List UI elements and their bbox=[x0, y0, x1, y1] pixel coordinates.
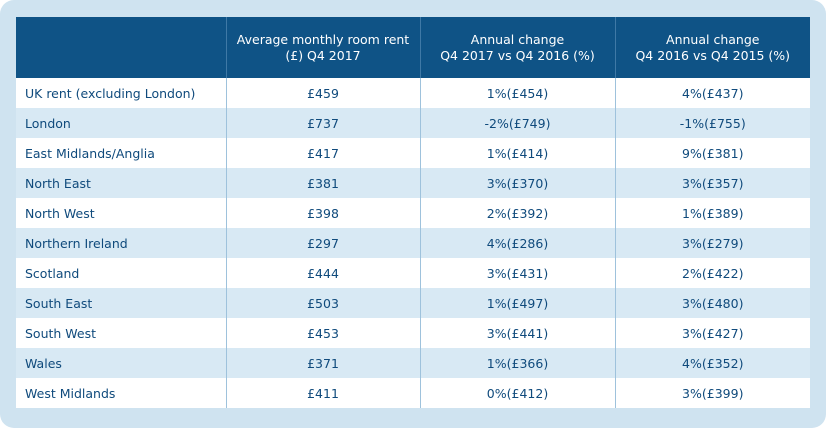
change-2017-cell: 1%(£366) bbox=[420, 348, 616, 378]
region-cell: UK rent (excluding London) bbox=[16, 78, 227, 108]
table-row: UK rent (excluding London) £459 1%(£454)… bbox=[16, 78, 810, 108]
change-2017-cell: 1%(£454) bbox=[420, 78, 616, 108]
rent-cell: £371 bbox=[226, 348, 421, 378]
header-change-2017-line2: Q4 2017 vs Q4 2016 (%) bbox=[440, 47, 595, 63]
table-row: East Midlands/Anglia £417 1%(£414) 9%(£3… bbox=[16, 138, 810, 168]
table-row: Scotland £444 3%(£431) 2%(£422) bbox=[16, 258, 810, 288]
region-cell: South West bbox=[16, 318, 227, 348]
change-2017-cell: -2%(£749) bbox=[420, 108, 616, 138]
change-2016-cell: 3%(£399) bbox=[615, 378, 810, 408]
table-row: London £737 -2%(£749) -1%(£755) bbox=[16, 108, 810, 138]
region-cell: Northern Ireland bbox=[16, 228, 227, 258]
rent-cell: £381 bbox=[226, 168, 421, 198]
change-2017-cell: 3%(£370) bbox=[420, 168, 616, 198]
change-2017-cell: 3%(£441) bbox=[420, 318, 616, 348]
change-2016-cell: 4%(£352) bbox=[615, 348, 810, 378]
change-2016-cell: 3%(£357) bbox=[615, 168, 810, 198]
change-2016-cell: 9%(£381) bbox=[615, 138, 810, 168]
change-2017-cell: 4%(£286) bbox=[420, 228, 616, 258]
table-row: West Midlands £411 0%(£412) 3%(£399) bbox=[16, 378, 810, 408]
change-2016-cell: 3%(£279) bbox=[615, 228, 810, 258]
header-change-2017: Annual change Q4 2017 vs Q4 2016 (%) bbox=[420, 17, 616, 78]
rent-cell: £297 bbox=[226, 228, 421, 258]
table-row: North East £381 3%(£370) 3%(£357) bbox=[16, 168, 810, 198]
rent-cell: £503 bbox=[226, 288, 421, 318]
table-row: North West £398 2%(£392) 1%(£389) bbox=[16, 198, 810, 228]
region-cell: London bbox=[16, 108, 227, 138]
table-row: Northern Ireland £297 4%(£286) 3%(£279) bbox=[16, 228, 810, 258]
rent-cell: £737 bbox=[226, 108, 421, 138]
rent-table: Average monthly room rent (£) Q4 2017 An… bbox=[16, 17, 810, 408]
change-2017-cell: 2%(£392) bbox=[420, 198, 616, 228]
header-average-rent-line1: Average monthly room rent bbox=[236, 31, 410, 47]
table-row: Wales £371 1%(£366) 4%(£352) bbox=[16, 348, 810, 378]
change-2017-cell: 1%(£414) bbox=[420, 138, 616, 168]
header-average-rent: Average monthly room rent (£) Q4 2017 bbox=[226, 17, 421, 78]
change-2016-cell: 3%(£480) bbox=[615, 288, 810, 318]
table-row: South West £453 3%(£441) 3%(£427) bbox=[16, 318, 810, 348]
header-change-2017-line1: Annual change bbox=[470, 31, 565, 47]
header-row: Average monthly room rent (£) Q4 2017 An… bbox=[16, 17, 810, 78]
region-cell: South East bbox=[16, 288, 227, 318]
rent-cell: £444 bbox=[226, 258, 421, 288]
header-change-2016-line1: Annual change bbox=[666, 31, 760, 47]
table-row: South East £503 1%(£497) 3%(£480) bbox=[16, 288, 810, 318]
region-cell: Wales bbox=[16, 348, 227, 378]
region-cell: North East bbox=[16, 168, 227, 198]
change-2017-cell: 3%(£431) bbox=[420, 258, 616, 288]
rent-cell: £417 bbox=[226, 138, 421, 168]
header-average-rent-line2: (£) Q4 2017 bbox=[285, 47, 361, 63]
change-2016-cell: 3%(£427) bbox=[615, 318, 810, 348]
change-2016-cell: 4%(£437) bbox=[615, 78, 810, 108]
region-cell: North West bbox=[16, 198, 227, 228]
rent-cell: £459 bbox=[226, 78, 421, 108]
region-cell: Scotland bbox=[16, 258, 227, 288]
region-cell: West Midlands bbox=[16, 378, 227, 408]
change-2016-cell: 1%(£389) bbox=[615, 198, 810, 228]
change-2016-cell: -1%(£755) bbox=[615, 108, 810, 138]
header-change-2016-line2: Q4 2016 vs Q4 2015 (%) bbox=[635, 47, 791, 63]
rent-cell: £411 bbox=[226, 378, 421, 408]
header-change-2016: Annual change Q4 2016 vs Q4 2015 (%) bbox=[615, 17, 810, 78]
rent-cell: £453 bbox=[226, 318, 421, 348]
change-2017-cell: 0%(£412) bbox=[420, 378, 616, 408]
region-cell: East Midlands/Anglia bbox=[16, 138, 227, 168]
change-2017-cell: 1%(£497) bbox=[420, 288, 616, 318]
rent-cell: £398 bbox=[226, 198, 421, 228]
header-region bbox=[16, 17, 227, 78]
change-2016-cell: 2%(£422) bbox=[615, 258, 810, 288]
